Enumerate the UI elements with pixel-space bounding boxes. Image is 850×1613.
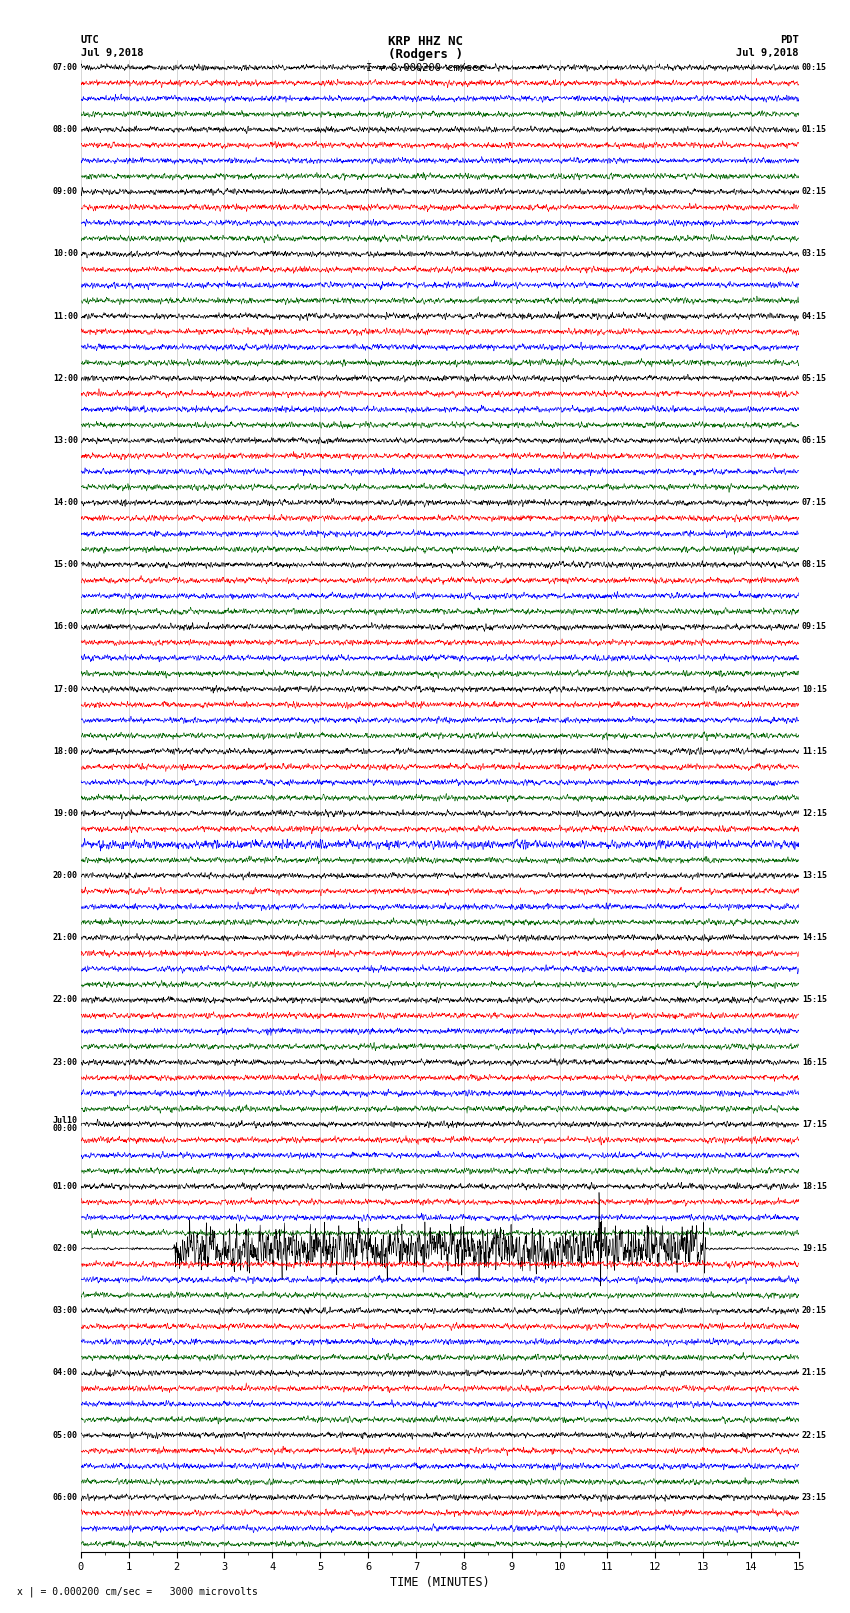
Text: Jul 9,2018: Jul 9,2018 [81,48,144,58]
Text: 22:00: 22:00 [53,995,78,1005]
Text: PDT: PDT [780,35,799,45]
Text: 21:15: 21:15 [802,1368,827,1378]
Text: 00:15: 00:15 [802,63,827,73]
Text: 15:00: 15:00 [53,560,78,569]
Text: 12:15: 12:15 [802,810,827,818]
Text: 08:15: 08:15 [802,560,827,569]
Text: 15:15: 15:15 [802,995,827,1005]
Text: 06:00: 06:00 [53,1492,78,1502]
Text: 14:15: 14:15 [802,934,827,942]
Text: 08:00: 08:00 [53,126,78,134]
Text: 23:15: 23:15 [802,1492,827,1502]
Text: 16:15: 16:15 [802,1058,827,1066]
Text: I = 0.000200 cm/sec: I = 0.000200 cm/sec [366,63,484,73]
Text: 01:00: 01:00 [53,1182,78,1190]
Text: 01:15: 01:15 [802,126,827,134]
Text: 12:00: 12:00 [53,374,78,382]
Text: UTC: UTC [81,35,99,45]
Text: 04:15: 04:15 [802,311,827,321]
X-axis label: TIME (MINUTES): TIME (MINUTES) [390,1576,490,1589]
Text: 20:00: 20:00 [53,871,78,881]
Text: Jul 9,2018: Jul 9,2018 [736,48,799,58]
Text: x | = 0.000200 cm/sec =   3000 microvolts: x | = 0.000200 cm/sec = 3000 microvolts [17,1586,258,1597]
Text: 22:15: 22:15 [802,1431,827,1440]
Text: 07:15: 07:15 [802,498,827,506]
Text: 05:00: 05:00 [53,1431,78,1440]
Text: 20:15: 20:15 [802,1307,827,1315]
Text: 03:15: 03:15 [802,250,827,258]
Text: 13:15: 13:15 [802,871,827,881]
Text: 03:00: 03:00 [53,1307,78,1315]
Text: 19:00: 19:00 [53,810,78,818]
Text: 10:00: 10:00 [53,250,78,258]
Text: 21:00: 21:00 [53,934,78,942]
Text: Jul10
00:00: Jul10 00:00 [53,1116,78,1132]
Text: 11:00: 11:00 [53,311,78,321]
Text: 18:15: 18:15 [802,1182,827,1190]
Text: 02:00: 02:00 [53,1244,78,1253]
Text: 05:15: 05:15 [802,374,827,382]
Text: 16:00: 16:00 [53,623,78,631]
Text: 07:00: 07:00 [53,63,78,73]
Text: 09:00: 09:00 [53,187,78,197]
Text: 04:00: 04:00 [53,1368,78,1378]
Text: 23:00: 23:00 [53,1058,78,1066]
Text: KRP HHZ NC: KRP HHZ NC [388,35,462,48]
Text: 17:15: 17:15 [802,1119,827,1129]
Text: 11:15: 11:15 [802,747,827,756]
Text: 06:15: 06:15 [802,436,827,445]
Text: 14:00: 14:00 [53,498,78,506]
Text: (Rodgers ): (Rodgers ) [388,48,462,61]
Text: 18:00: 18:00 [53,747,78,756]
Text: 17:00: 17:00 [53,684,78,694]
Text: 19:15: 19:15 [802,1244,827,1253]
Text: 02:15: 02:15 [802,187,827,197]
Text: 13:00: 13:00 [53,436,78,445]
Text: 10:15: 10:15 [802,684,827,694]
Text: 09:15: 09:15 [802,623,827,631]
